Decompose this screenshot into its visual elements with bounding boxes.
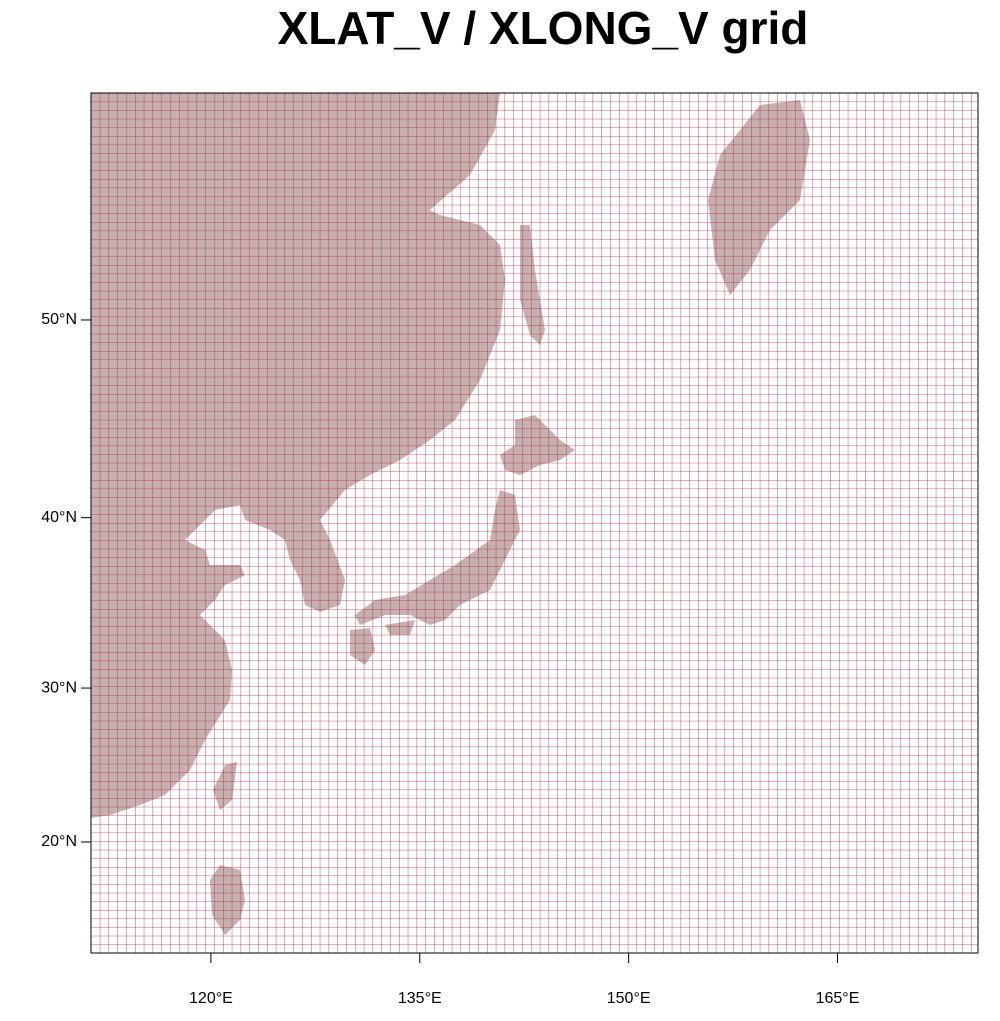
y-tick-label: 30°N	[41, 679, 77, 696]
map-frame	[90, 92, 979, 954]
y-tick-label: 40°N	[41, 509, 77, 526]
y-tick-label: 50°N	[41, 311, 77, 328]
x-tick-label: 150°E	[607, 990, 651, 1007]
x-tick-label: 135°E	[398, 990, 442, 1007]
grid-mesh	[91, 93, 978, 953]
x-tick-label: 120°E	[189, 990, 233, 1007]
map-body	[91, 93, 978, 953]
map-title: XLAT_V / XLONG_V grid	[278, 2, 809, 54]
y-tick-label: 20°N	[41, 833, 77, 850]
x-tick-label: 165°E	[816, 990, 860, 1007]
